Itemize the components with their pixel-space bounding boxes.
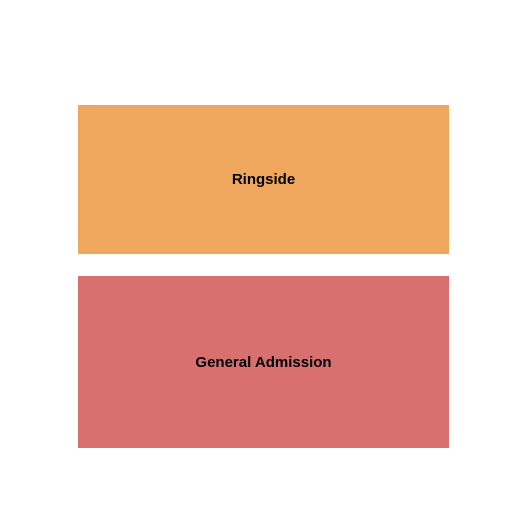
- seating-section-ringside[interactable]: Ringside: [78, 105, 449, 254]
- seating-section-general-admission[interactable]: General Admission: [78, 276, 449, 448]
- section-label: General Admission: [195, 354, 331, 371]
- section-label: Ringside: [232, 171, 295, 188]
